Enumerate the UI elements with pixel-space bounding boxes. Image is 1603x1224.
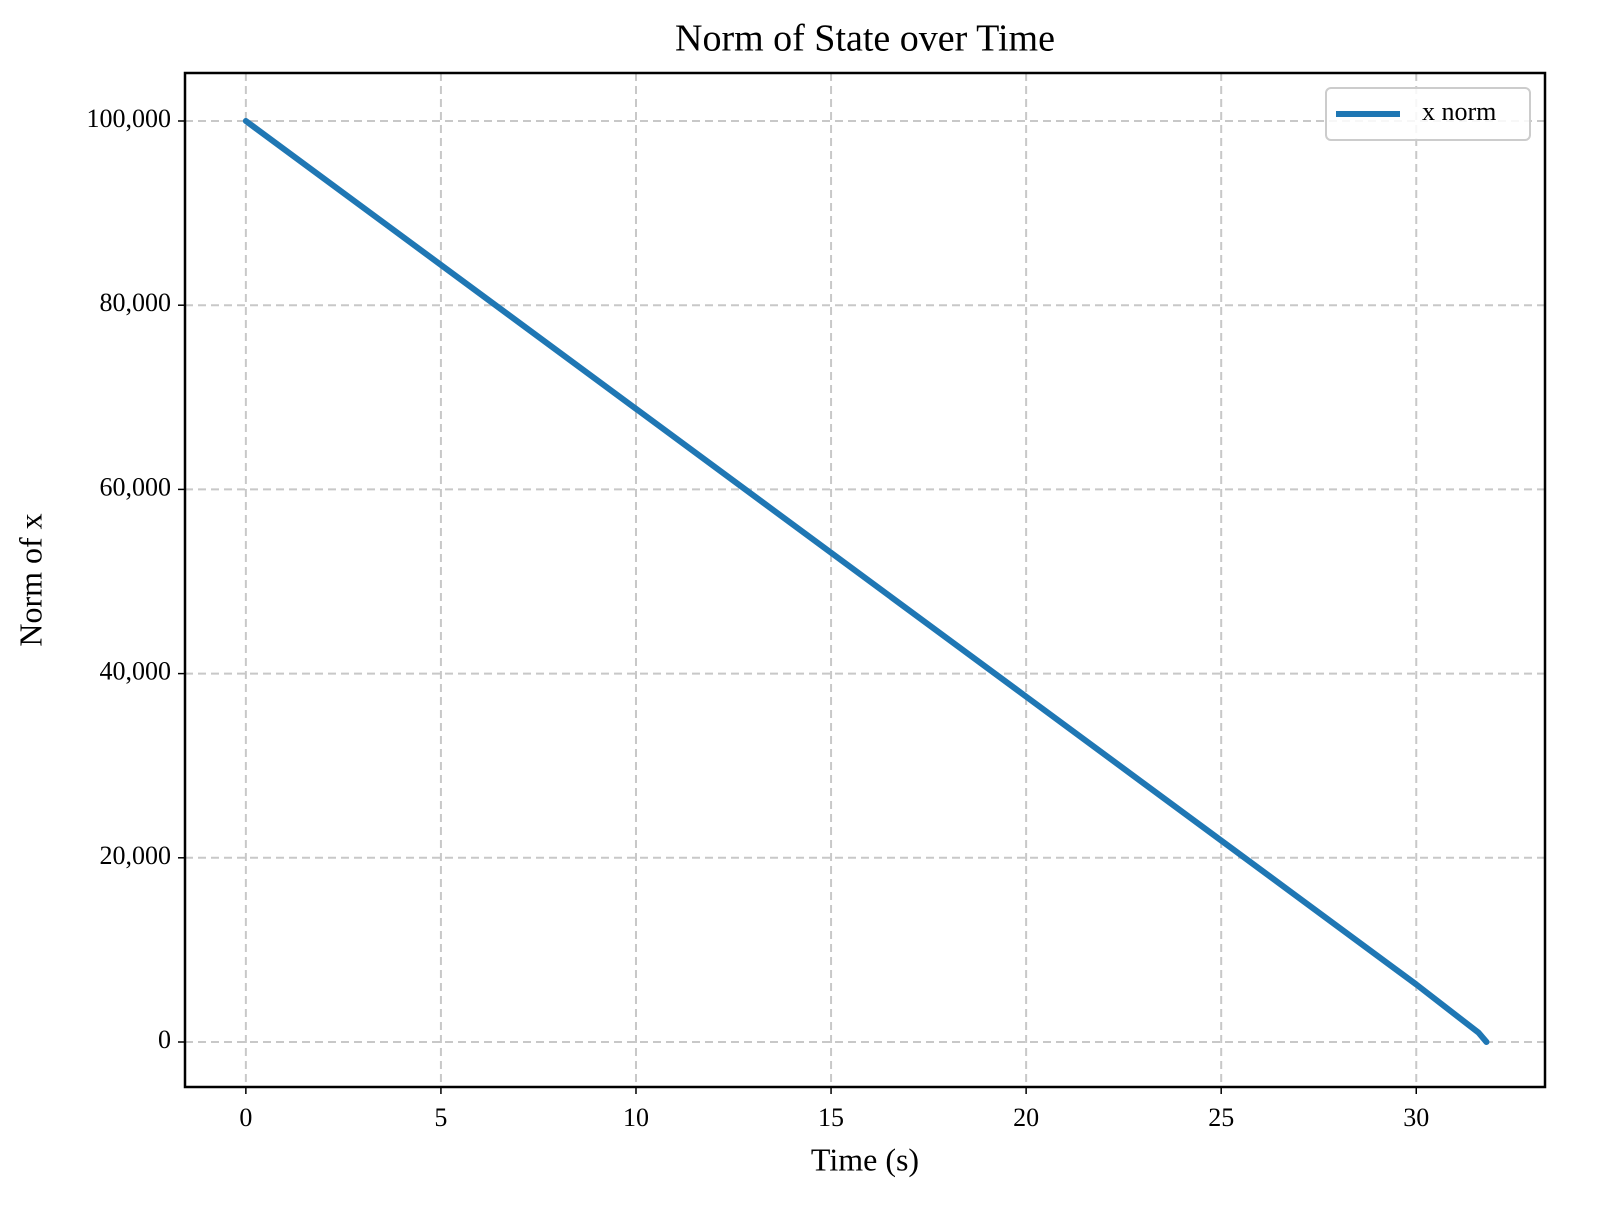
data-line xyxy=(242,118,1490,1045)
x-tick-label: 15 xyxy=(818,1103,844,1132)
y-tick-label: 60,000 xyxy=(100,472,172,501)
x-tick-label: 20 xyxy=(1013,1103,1039,1132)
y-tick-label: 40,000 xyxy=(100,657,172,686)
x-tick-label: 10 xyxy=(623,1103,649,1132)
x-tick-label: 25 xyxy=(1208,1103,1234,1132)
y-tick-label: 100,000 xyxy=(87,104,172,133)
legend-box xyxy=(1325,87,1531,141)
legend-label: x norm xyxy=(1422,97,1496,126)
legend: x norm xyxy=(1325,87,1531,141)
y-tick-label: 80,000 xyxy=(100,288,172,317)
x-tick-label: 0 xyxy=(239,1103,252,1132)
x-tick-label: 5 xyxy=(434,1103,447,1132)
plot-frame xyxy=(183,71,1547,1089)
x-tick-label: 30 xyxy=(1403,1103,1429,1132)
chart-title: Norm of State over Time xyxy=(675,18,1055,60)
y-tick-label: 20,000 xyxy=(100,841,172,870)
y-axis-label: Norm of x xyxy=(12,513,48,646)
y-tick-label: 0 xyxy=(158,1025,171,1054)
x-axis-label: Time (s) xyxy=(811,1141,919,1177)
